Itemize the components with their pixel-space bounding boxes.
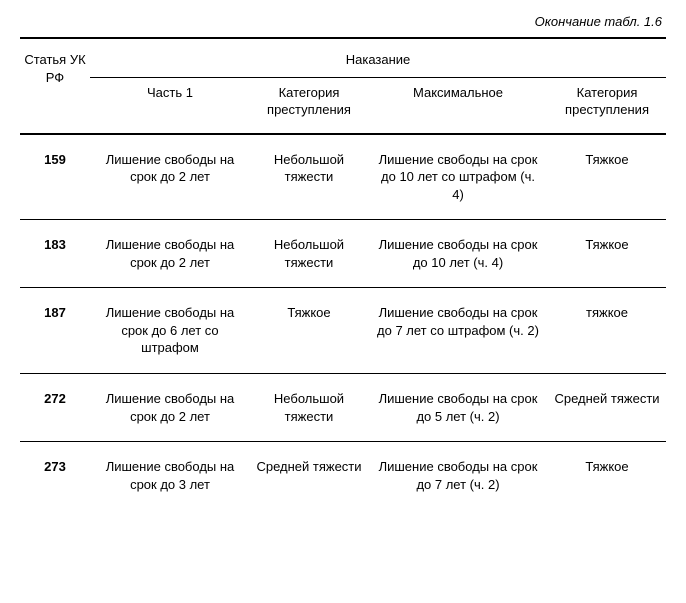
cell-category2: Тяжкое bbox=[548, 134, 666, 220]
header-max: Максимальное bbox=[368, 77, 548, 134]
cell-category1: Небольшой тяжести bbox=[250, 374, 368, 442]
table-row: 272 Лишение свободы на срок до 2 лет Неб… bbox=[20, 374, 666, 442]
cell-article: 159 bbox=[20, 134, 90, 220]
table-row: 183 Лишение свободы на срок до 2 лет Неб… bbox=[20, 220, 666, 288]
table-row: 273 Лишение свободы на срок до 3 лет Сре… bbox=[20, 442, 666, 510]
header-article: Статья УК РФ bbox=[20, 38, 90, 134]
cell-category2: Тяжкое bbox=[548, 442, 666, 510]
cell-part1: Лишение свободы на срок до 2 лет bbox=[90, 134, 250, 220]
table-row: 187 Лишение свободы на срок до 6 лет со … bbox=[20, 288, 666, 374]
cell-max: Лишение свободы на срок до 10 лет (ч. 4) bbox=[368, 220, 548, 288]
cell-article: 272 bbox=[20, 374, 90, 442]
cell-article: 273 bbox=[20, 442, 90, 510]
cell-category2: тяжкое bbox=[548, 288, 666, 374]
cell-category1: Небольшой тяжести bbox=[250, 134, 368, 220]
cell-category1: Средней тяжести bbox=[250, 442, 368, 510]
header-row-1: Статья УК РФ Наказание bbox=[20, 38, 666, 77]
cell-article: 183 bbox=[20, 220, 90, 288]
cell-max: Лишение свободы на срок до 7 лет со штра… bbox=[368, 288, 548, 374]
cell-part1: Лишение свободы на срок до 3 лет bbox=[90, 442, 250, 510]
legal-table: Статья УК РФ Наказание Часть 1 Категория… bbox=[20, 37, 666, 509]
cell-part1: Лишение свободы на срок до 6 лет со штра… bbox=[90, 288, 250, 374]
cell-max: Лишение свободы на срок до 7 лет (ч. 2) bbox=[368, 442, 548, 510]
cell-max: Лишение свободы на срок до 10 лет со штр… bbox=[368, 134, 548, 220]
header-part1: Часть 1 bbox=[90, 77, 250, 134]
cell-part1: Лишение свободы на срок до 2 лет bbox=[90, 220, 250, 288]
cell-max: Лишение свободы на срок до 5 лет (ч. 2) bbox=[368, 374, 548, 442]
cell-part1: Лишение свободы на срок до 2 лет bbox=[90, 374, 250, 442]
table-continuation-caption: Окончание табл. 1.6 bbox=[20, 14, 662, 29]
table-row: 159 Лишение свободы на срок до 2 лет Неб… bbox=[20, 134, 666, 220]
header-category2: Категория преступления bbox=[548, 77, 666, 134]
header-category1: Категория преступления bbox=[250, 77, 368, 134]
header-punishment: Наказание bbox=[90, 38, 666, 77]
header-row-2: Часть 1 Категория преступления Максималь… bbox=[20, 77, 666, 134]
cell-article: 187 bbox=[20, 288, 90, 374]
cell-category1: Небольшой тяжести bbox=[250, 220, 368, 288]
cell-category1: Тяжкое bbox=[250, 288, 368, 374]
cell-category2: Тяжкое bbox=[548, 220, 666, 288]
cell-category2: Средней тяжести bbox=[548, 374, 666, 442]
